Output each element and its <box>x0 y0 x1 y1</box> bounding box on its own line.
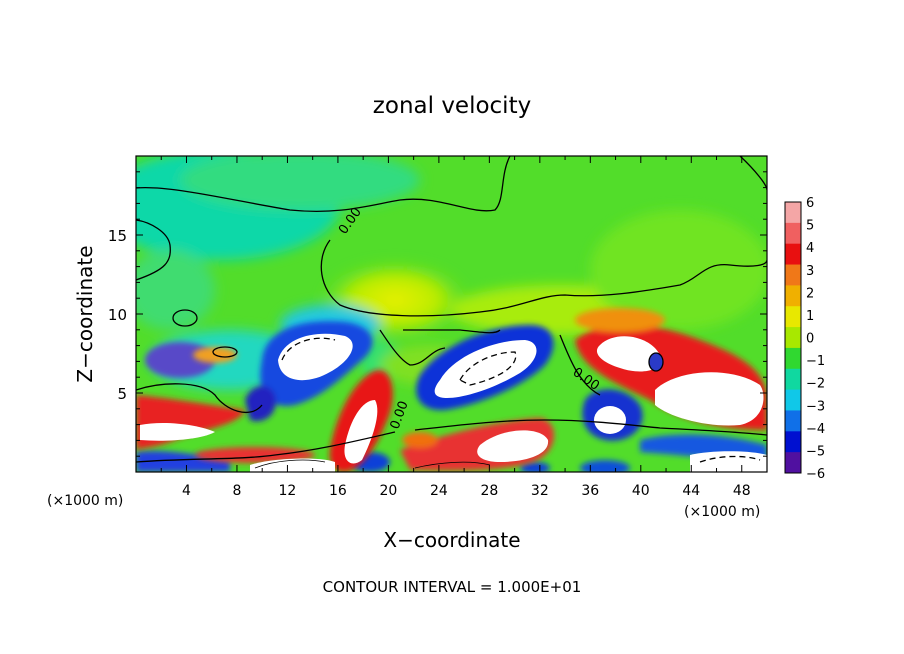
x-tick-label: 8 <box>232 483 241 499</box>
colorbar-swatch <box>785 410 801 432</box>
colorbar-swatch <box>785 222 801 245</box>
colorbar-tick-label: 1 <box>806 309 814 324</box>
colorbar-swatch <box>785 389 801 411</box>
x-tick-label: 16 <box>329 483 347 499</box>
colorbar-tick-label: 6 <box>806 196 814 211</box>
x-tick-label: 20 <box>379 483 397 499</box>
heatmap-field <box>136 156 767 472</box>
x-tick-label: 44 <box>682 483 700 499</box>
x-tick-label: 28 <box>480 483 498 499</box>
x-axis-label: X−coordinate <box>383 528 520 552</box>
colorbar-tick-label: 3 <box>806 264 814 279</box>
colorbar-tick-label: 2 <box>806 286 814 301</box>
colorbar-swatch <box>785 202 801 224</box>
colorbar-tick-label: −5 <box>806 444 825 459</box>
colorbar-frame <box>784 201 802 474</box>
colorbar-tick-label: −2 <box>806 377 825 392</box>
x-tick-label: 24 <box>430 483 448 499</box>
y-axis: 5 10 15 <box>108 171 767 457</box>
y-tick-label: 5 <box>117 385 127 403</box>
colorbar-swatch <box>785 243 801 266</box>
colorbar-swatch <box>785 452 801 474</box>
x-unit-right: (×1000 m) <box>684 504 760 520</box>
y-axis-label: Z−coordinate <box>73 245 97 382</box>
colorbar-swatch <box>785 431 801 453</box>
colorbar-tick-label: 0 <box>806 332 814 347</box>
x-tick-label: 32 <box>531 483 549 499</box>
colorbar-tick-label: 4 <box>806 241 814 256</box>
colorbar-swatch <box>785 347 801 370</box>
x-tick-label: 4 <box>182 483 191 499</box>
y-tick-label: 10 <box>108 306 127 324</box>
colorbar-swatch <box>785 327 801 349</box>
colorbar-tick-label: −1 <box>806 354 825 369</box>
x-unit-left: (×1000 m) <box>47 493 123 509</box>
x-axis: 4 8 12 16 20 24 28 32 36 40 44 48 <box>160 156 751 499</box>
colorbar-swatch <box>785 264 801 286</box>
chart-title: zonal velocity <box>373 93 531 119</box>
x-tick-label: 12 <box>279 483 297 499</box>
contour-interval-note: CONTOUR INTERVAL = 1.000E+01 <box>323 578 582 596</box>
colorbar-tick-label: −6 <box>806 467 825 482</box>
x-tick-label: 48 <box>733 483 751 499</box>
colorbar-swatch <box>785 285 801 307</box>
contour-lines <box>136 156 767 469</box>
x-tick-label: 36 <box>581 483 599 499</box>
y-tick-label: 15 <box>108 227 127 245</box>
colorbar: 6 5 4 3 2 1 0 −1 −2 −3 −4 −5 −6 <box>784 196 825 482</box>
colorbar-tick-label: −3 <box>806 399 825 414</box>
colorbar-tick-label: −4 <box>806 422 825 437</box>
colorbar-tick-label: 5 <box>806 219 814 234</box>
colorbar-swatch <box>785 306 801 328</box>
x-tick-label: 40 <box>632 483 650 499</box>
colorbar-swatch <box>785 368 801 391</box>
